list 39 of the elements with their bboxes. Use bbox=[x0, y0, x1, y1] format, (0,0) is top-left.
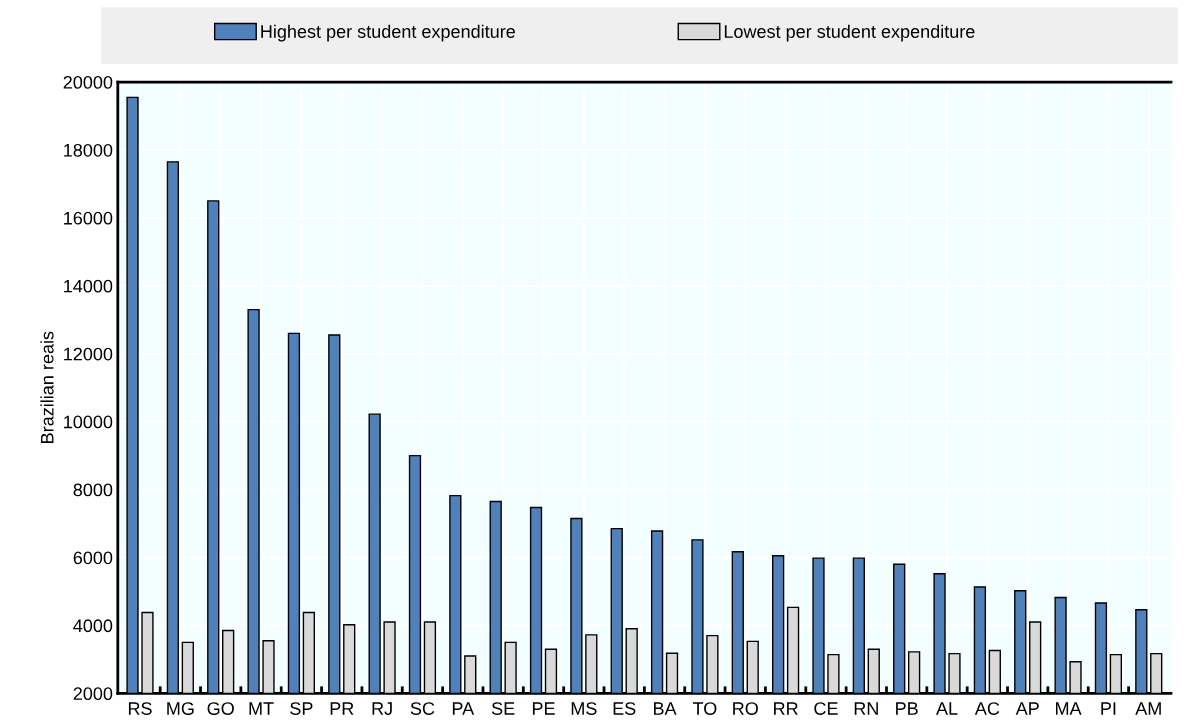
y-tick-label: 8000 bbox=[73, 483, 113, 497]
x-tick-label: AL bbox=[936, 702, 958, 715]
legend-label: Highest per student expenditure bbox=[261, 24, 515, 42]
x-tick-label: MS bbox=[571, 702, 597, 715]
y-tick-label: 2000 bbox=[73, 687, 113, 701]
x-tick-label: ES bbox=[613, 702, 636, 715]
y-tick-label: 14000 bbox=[64, 279, 113, 293]
y-tick-label: 20000 bbox=[63, 75, 113, 89]
x-tick-label: SC bbox=[410, 702, 435, 715]
x-tick-label: MA bbox=[1056, 702, 1082, 715]
x-tick-label: AC bbox=[974, 702, 1000, 715]
y-tick-label: 6000 bbox=[73, 551, 113, 565]
x-tick-label: SE bbox=[491, 702, 515, 715]
y-tick-label: 10000 bbox=[64, 415, 113, 429]
x-tick-label: MT bbox=[249, 702, 274, 715]
x-tick-label: RJ bbox=[372, 702, 392, 715]
y-axis-title: Brazilian reais bbox=[40, 331, 54, 443]
y-tick-label: 18000 bbox=[64, 143, 113, 157]
x-tick-label: AM bbox=[1135, 702, 1161, 715]
x-tick-label: PA bbox=[452, 702, 475, 715]
x-tick-label: CE bbox=[814, 702, 838, 715]
x-tick-label: PE bbox=[532, 702, 555, 715]
x-tick-label: SP bbox=[290, 702, 313, 715]
x-tick-label: TO bbox=[692, 702, 717, 715]
x-tick-label: RS bbox=[128, 702, 152, 715]
x-tick-label: RO bbox=[733, 702, 758, 715]
x-tick-label: BA bbox=[654, 702, 677, 715]
y-tick-label: 12000 bbox=[64, 347, 113, 361]
x-tick-label: PR bbox=[330, 702, 354, 715]
x-tick-label: AP bbox=[1015, 702, 1039, 715]
x-tick-label: PI bbox=[1101, 702, 1116, 715]
x-tick-label: GO bbox=[207, 702, 234, 715]
x-tick-label: RN bbox=[854, 702, 878, 715]
y-tick-label: 4000 bbox=[73, 619, 113, 633]
x-tick-label: MG bbox=[167, 702, 194, 715]
x-tick-label: RR bbox=[774, 702, 798, 715]
y-tick-label: 16000 bbox=[64, 211, 113, 225]
x-tick-label: PB bbox=[896, 702, 918, 715]
legend-label: Lowest per student expenditure bbox=[724, 24, 975, 42]
